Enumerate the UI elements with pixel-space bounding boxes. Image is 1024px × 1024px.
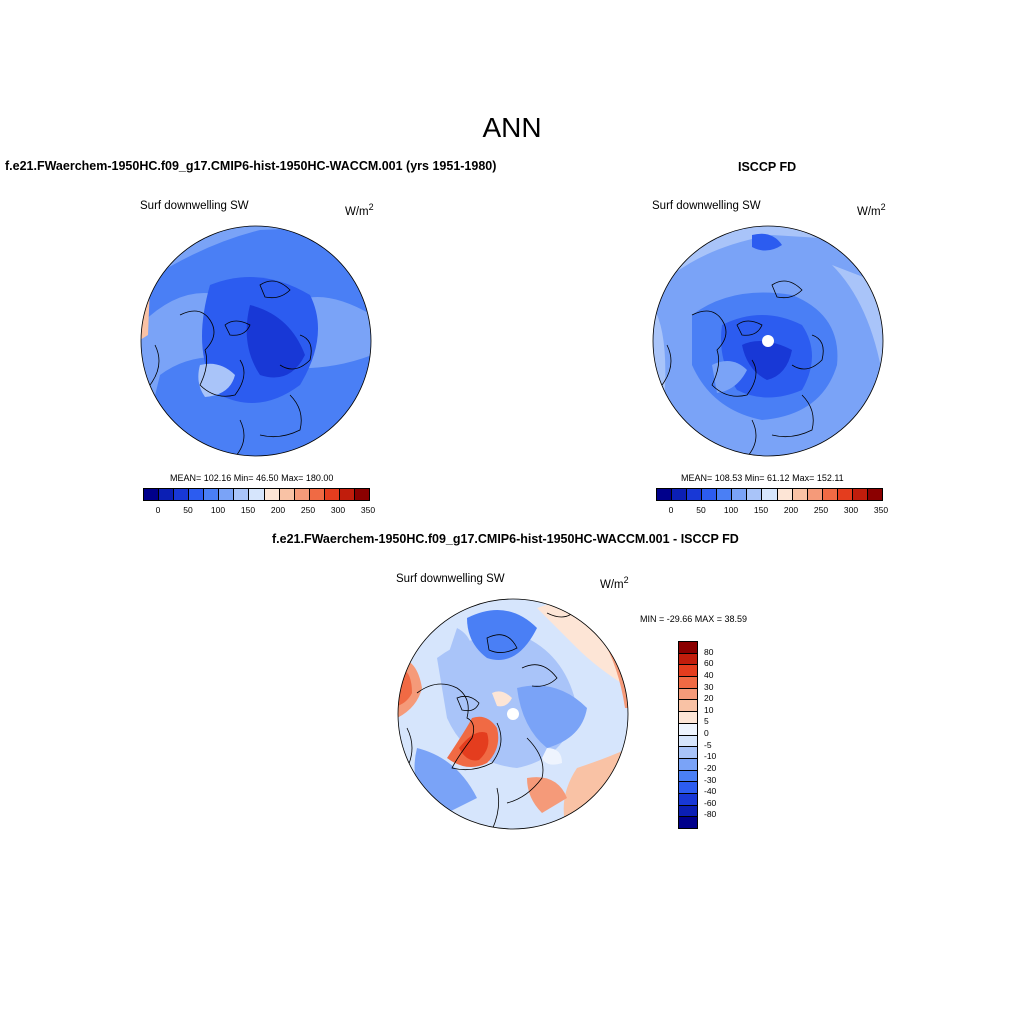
colorbar-tick-label: -20 (704, 762, 717, 773)
colorbar-tick-label: 250 (813, 505, 829, 515)
colorbar-swatch (174, 489, 190, 500)
colorbar-swatch (679, 770, 697, 783)
model-stats: MEAN= 102.16 Min= 46.50 Max= 180.00 (170, 473, 334, 483)
obs-colorbar (656, 488, 883, 501)
colorbar-swatch (852, 489, 868, 500)
colorbar-swatch (679, 700, 697, 713)
colorbar-tick-label: 200 (270, 505, 286, 515)
obs-stats: MEAN= 108.53 Min= 61.12 Max= 152.11 (681, 473, 844, 483)
colorbar-swatch (679, 817, 697, 828)
model-variable-label: Surf downwelling SW (140, 200, 249, 212)
colorbar-swatch (679, 793, 697, 806)
colorbar-tick-label: -40 (704, 786, 717, 797)
colorbar-tick-label: 300 (330, 505, 346, 515)
colorbar-swatch (867, 489, 882, 500)
colorbar-swatch (777, 489, 793, 500)
colorbar-tick-label: -60 (704, 797, 717, 808)
colorbar-tick-label: 0 (668, 505, 674, 515)
colorbar-swatch (159, 489, 175, 500)
colorbar-tick-label: -80 (704, 809, 717, 820)
colorbar-swatch (762, 489, 778, 500)
colorbar-swatch (189, 489, 205, 500)
colorbar-swatch (679, 665, 697, 678)
colorbar-tick-label: 100 (210, 505, 226, 515)
colorbar-swatch (792, 489, 808, 500)
colorbar-swatch (309, 489, 325, 500)
colorbar-swatch (837, 489, 853, 500)
diff-colorbar (678, 641, 698, 829)
colorbar-swatch (144, 489, 160, 500)
diff-variable-label: Surf downwelling SW (396, 573, 505, 585)
colorbar-swatch (324, 489, 340, 500)
colorbar-swatch (679, 747, 697, 759)
colorbar-tick-label: -5 (704, 739, 712, 750)
colorbar-swatch (702, 489, 718, 500)
obs-panel-title: ISCCP FD (738, 160, 797, 174)
colorbar-tick-label: -30 (704, 774, 717, 785)
colorbar-tick-label: 30 (704, 681, 714, 692)
colorbar-tick-label: 350 (873, 505, 889, 515)
colorbar-swatch (234, 489, 250, 500)
colorbar-swatch (679, 758, 697, 771)
colorbar-swatch (657, 489, 673, 500)
colorbar-swatch (679, 723, 697, 736)
colorbar-swatch (672, 489, 688, 500)
colorbar-swatch (717, 489, 733, 500)
colorbar-tick-label: 250 (300, 505, 316, 515)
colorbar-swatch (747, 489, 763, 500)
colorbar-tick-label: 150 (240, 505, 256, 515)
page-title: ANN (482, 112, 542, 143)
colorbar-swatch (679, 642, 697, 654)
colorbar-swatch (679, 805, 697, 818)
obs-units-label: W/m2 (857, 202, 886, 218)
colorbar-swatch (249, 489, 265, 500)
obs-polar-map (652, 225, 884, 457)
diff-units-label: W/m2 (600, 575, 629, 591)
diff-panel-title: f.e21.FWaerchem-1950HC.f09_g17.CMIP6-his… (272, 532, 739, 546)
colorbar-tick-label: 80 (704, 646, 714, 657)
colorbar-tick-label: 200 (783, 505, 799, 515)
colorbar-swatch (219, 489, 235, 500)
colorbar-tick-label: 300 (843, 505, 859, 515)
colorbar-swatch (679, 782, 697, 794)
model-polar-map (140, 225, 372, 457)
colorbar-swatch (679, 688, 697, 701)
colorbar-swatch (264, 489, 280, 500)
colorbar-swatch (204, 489, 220, 500)
model-panel-title: f.e21.FWaerchem-1950HC.f09_g17.CMIP6-his… (5, 159, 497, 173)
colorbar-swatch (679, 653, 697, 666)
colorbar-tick-label: 60 (704, 658, 714, 669)
colorbar-tick-label: 50 (183, 505, 193, 515)
model-units-label: W/m2 (345, 202, 374, 218)
model-colorbar (143, 488, 370, 501)
colorbar-swatch (294, 489, 310, 500)
colorbar-swatch (687, 489, 703, 500)
colorbar-tick-label: 100 (723, 505, 739, 515)
colorbar-tick-label: 40 (704, 669, 714, 680)
colorbar-swatch (807, 489, 823, 500)
colorbar-tick-label: 5 (704, 716, 709, 727)
colorbar-swatch (679, 677, 697, 689)
colorbar-swatch (679, 735, 697, 748)
colorbar-swatch (732, 489, 748, 500)
colorbar-tick-label: 50 (696, 505, 706, 515)
colorbar-tick-label: 0 (704, 728, 709, 738)
colorbar-tick-label: 10 (704, 704, 714, 715)
obs-variable-label: Surf downwelling SW (652, 200, 761, 212)
colorbar-swatch (279, 489, 295, 500)
colorbar-tick-label: 0 (155, 505, 161, 515)
colorbar-swatch (354, 489, 369, 500)
diff-polar-map (397, 598, 629, 830)
colorbar-tick-label: 350 (360, 505, 376, 515)
colorbar-tick-label: -10 (704, 751, 717, 762)
colorbar-tick-label: 20 (704, 693, 714, 704)
colorbar-swatch (679, 712, 697, 724)
diff-stats: MIN = -29.66 MAX = 38.59 (640, 614, 748, 624)
colorbar-tick-label: 150 (753, 505, 769, 515)
colorbar-swatch (822, 489, 838, 500)
colorbar-swatch (339, 489, 355, 500)
